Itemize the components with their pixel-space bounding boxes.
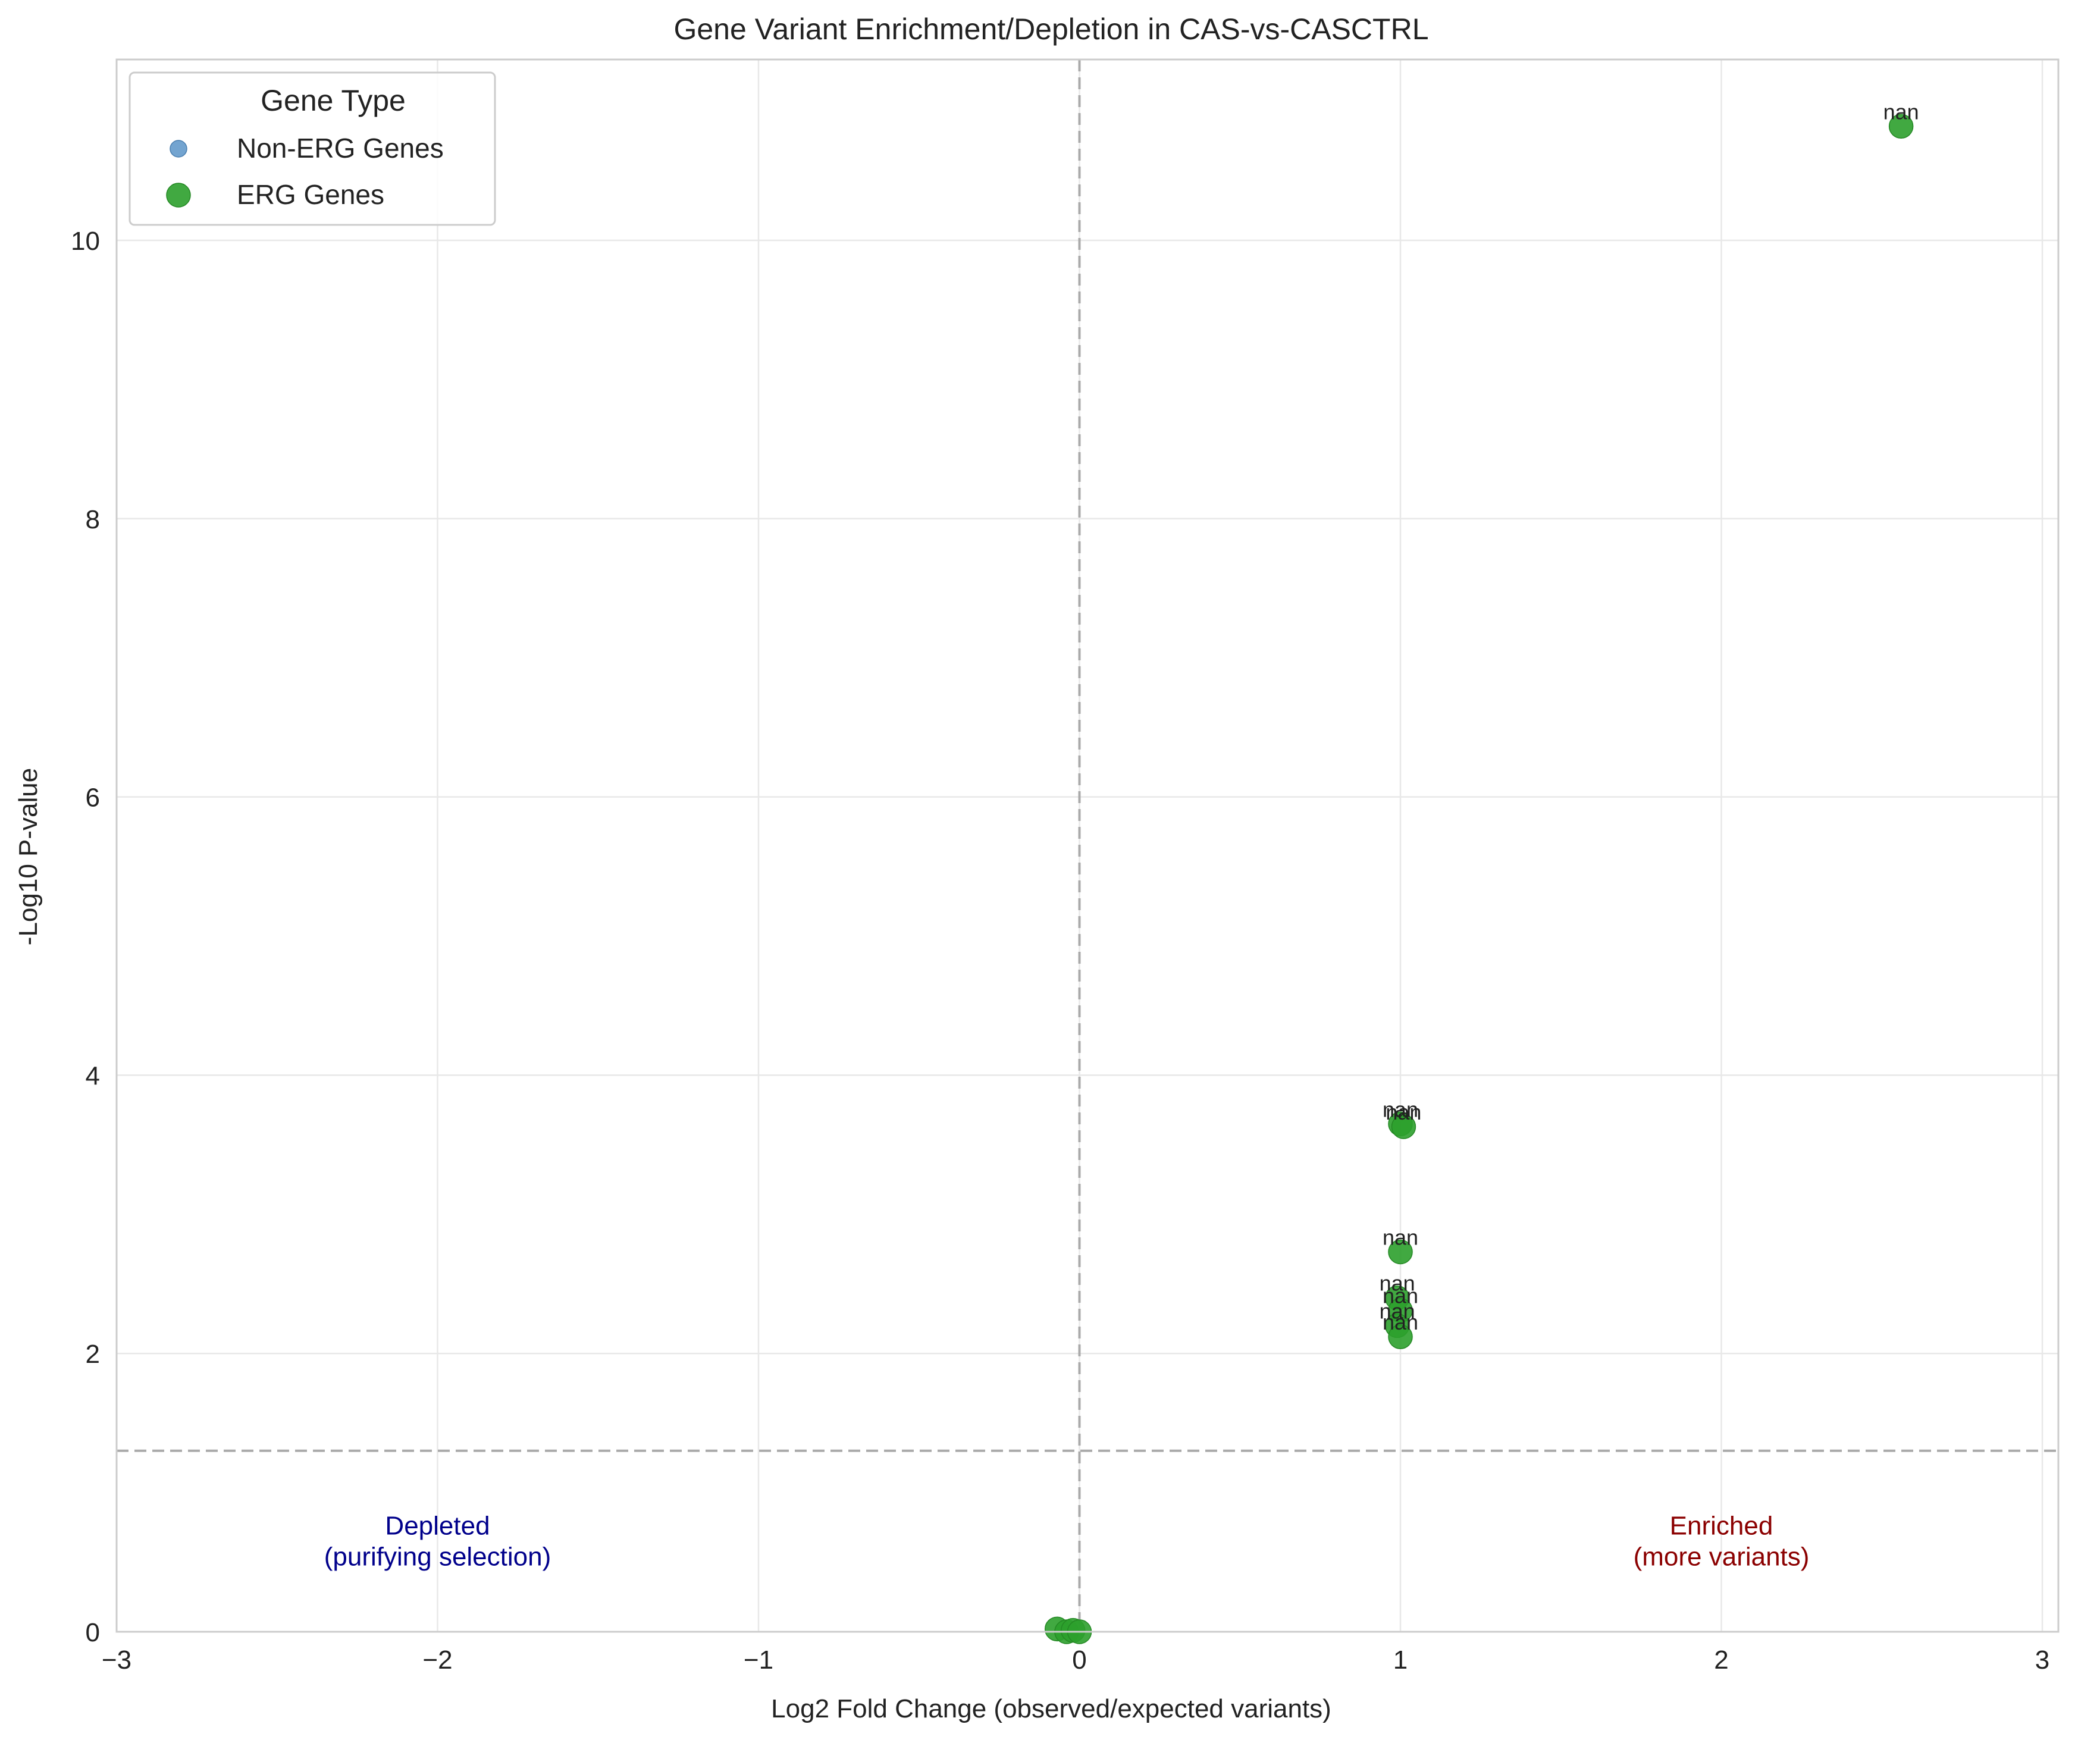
x-tick-label: 1 [1393, 1645, 1408, 1675]
x-axis-label: Log2 Fold Change (observed/expected vari… [771, 1694, 1331, 1723]
legend-label-non-erg: Non-ERG Genes [237, 133, 444, 164]
legend-marker-erg [166, 183, 191, 208]
point-label: nan [1383, 1284, 1418, 1308]
legend-box [128, 71, 496, 226]
point-label: nan [1380, 1299, 1415, 1323]
point-label: nan [1383, 1310, 1418, 1334]
legend: Gene Type Non-ERG Genes ERG Genes [128, 71, 496, 226]
x-tick-label: 0 [1072, 1645, 1086, 1675]
y-tick-label: 8 [86, 505, 100, 534]
chart-title: Gene Variant Enrichment/Depletion in CAS… [673, 12, 1428, 46]
legend-label-erg: ERG Genes [237, 179, 384, 210]
depleted-annotation: Depleted (purifying selection) [324, 1511, 551, 1571]
annotation-line: Enriched [1670, 1511, 1773, 1540]
y-axis-label: -Log10 P-value [14, 768, 43, 945]
erg-gene-point [1888, 114, 1914, 139]
annotation-line: (purifying selection) [324, 1542, 551, 1571]
point-label: nan [1386, 1100, 1421, 1124]
y-axis-ticks: 0 2 4 6 8 10 [71, 227, 100, 1647]
x-tick-label: −2 [422, 1645, 452, 1675]
plot-frame [115, 58, 2060, 1633]
x-tick-label: 3 [2035, 1645, 2049, 1675]
y-tick-label: 10 [71, 227, 100, 256]
legend-marker-non-erg [170, 140, 187, 158]
x-tick-label: 2 [1714, 1645, 1728, 1675]
erg-gene-point [1391, 1114, 1416, 1139]
y-tick-label: 0 [86, 1618, 100, 1647]
annotation-line: Depleted [385, 1511, 490, 1540]
enriched-annotation: Enriched (more variants) [1634, 1511, 1810, 1571]
erg-gene-point [1388, 1239, 1413, 1265]
x-tick-label: −1 [744, 1645, 773, 1675]
y-tick-label: 4 [86, 1061, 100, 1090]
data-points [1044, 114, 1914, 1644]
erg-gene-point [1388, 1324, 1413, 1349]
x-axis-ticks: −3 −2 −1 0 1 2 3 [102, 1645, 2049, 1675]
point-label: nan [1383, 1225, 1418, 1249]
point-label: nan [1380, 1271, 1415, 1296]
point-label: nan [1383, 1097, 1418, 1121]
annotation-line: (more variants) [1634, 1542, 1810, 1571]
gridlines [115, 59, 2058, 1633]
x-tick-label: −3 [102, 1645, 131, 1675]
y-tick-label: 2 [86, 1340, 100, 1369]
point-label: nan [1883, 99, 1919, 124]
legend-title: Gene Type [261, 84, 406, 117]
y-tick-label: 6 [86, 783, 100, 813]
reference-lines [117, 59, 2058, 1632]
region-annotations: Depleted (purifying selection) Enriched (mo… [324, 1511, 1810, 1571]
